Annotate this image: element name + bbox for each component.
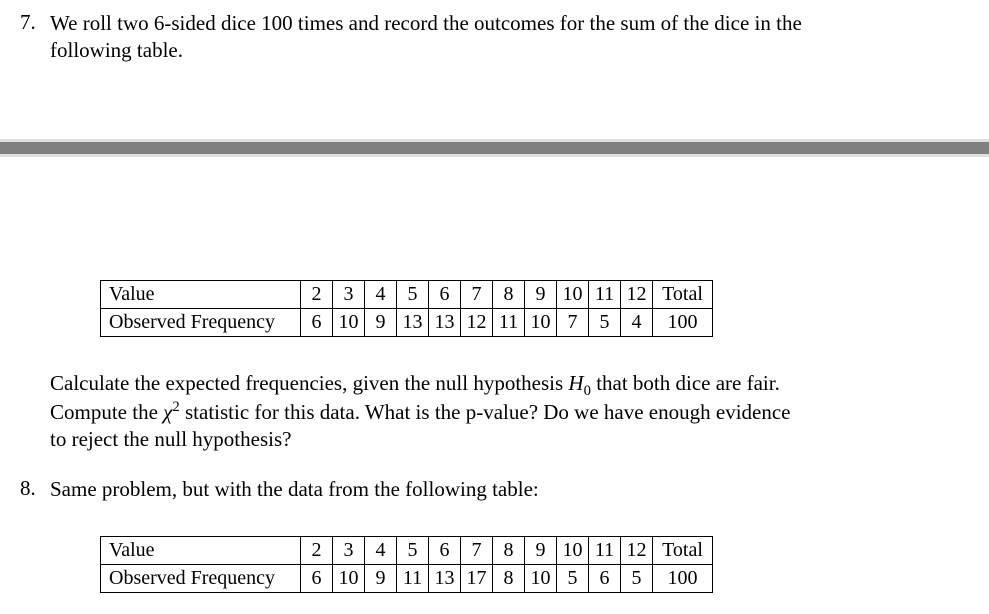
H-sub0: 0	[584, 383, 591, 399]
cell: 3	[333, 537, 365, 565]
cell: 5	[397, 281, 429, 309]
cell: 6	[589, 565, 621, 593]
cell: 8	[493, 565, 525, 593]
table-row: Observed Frequency 6 10 9 13 13 12 11 10…	[101, 309, 713, 337]
cell: 2	[301, 281, 333, 309]
cell: 8	[493, 537, 525, 565]
q8-number: 8.	[20, 476, 36, 501]
cell: 11	[493, 309, 525, 337]
cell: 9	[525, 537, 557, 565]
row-label-obs: Observed Frequency	[101, 565, 301, 593]
cell: 9	[365, 565, 397, 593]
H-symbol: H	[568, 371, 583, 395]
cell: 8	[493, 281, 525, 309]
cell: 7	[461, 537, 493, 565]
table-row: Observed Frequency 6 10 9 11 13 17 8 10 …	[101, 565, 713, 593]
cell: 10	[333, 309, 365, 337]
cell: 10	[525, 565, 557, 593]
cell: 9	[365, 309, 397, 337]
cell: 6	[301, 309, 333, 337]
row-label-value: Value	[101, 537, 301, 565]
cell-total: 100	[653, 565, 713, 593]
mid-line1-d: that both dice are fair.	[591, 371, 780, 395]
band-dark	[0, 142, 989, 154]
cell: 11	[589, 537, 621, 565]
cell: 12	[621, 537, 653, 565]
cell-total: 100	[653, 309, 713, 337]
cell: 11	[397, 565, 429, 593]
table-q7: Value 2 3 4 5 6 7 8 9 10 11 12 Total Obs…	[100, 280, 713, 337]
cell: 12	[621, 281, 653, 309]
q7-line2: following table.	[50, 37, 183, 64]
cell: 7	[557, 309, 589, 337]
row-label-obs: Observed Frequency	[101, 309, 301, 337]
q7-line1: We roll two 6-sided dice 100 times and r…	[50, 10, 970, 37]
table-row: Value 2 3 4 5 6 7 8 9 10 11 12 Total	[101, 537, 713, 565]
q8-text: Same problem, but with the data from the…	[50, 476, 539, 503]
cell: 5	[589, 309, 621, 337]
mid-line2: Compute the χ2 statistic for this data. …	[50, 398, 791, 426]
cell: 6	[429, 281, 461, 309]
page: 7. We roll two 6-sided dice 100 times an…	[0, 0, 989, 614]
cell: 10	[557, 281, 589, 309]
cell: 13	[397, 309, 429, 337]
chi-symbol: χ2	[163, 400, 180, 424]
cell: 17	[461, 565, 493, 593]
row-label-value: Value	[101, 281, 301, 309]
mid-line2-b: statistic for this data. What is the p-v…	[180, 400, 791, 424]
cell: 4	[365, 281, 397, 309]
cell: 6	[301, 565, 333, 593]
cell: 13	[429, 309, 461, 337]
cell: 9	[525, 281, 557, 309]
cell-total: Total	[653, 537, 713, 565]
cell: 3	[333, 281, 365, 309]
cell: 4	[365, 537, 397, 565]
cell: 10	[333, 565, 365, 593]
cell: 10	[525, 309, 557, 337]
cell: 5	[397, 537, 429, 565]
cell-total: Total	[653, 281, 713, 309]
cell: 11	[589, 281, 621, 309]
mid-line1: Calculate the expected frequencies, give…	[50, 370, 780, 401]
table-row: Value 2 3 4 5 6 7 8 9 10 11 12 Total	[101, 281, 713, 309]
mid-line1-a: Calculate the expected frequencies, give…	[50, 371, 568, 395]
mid-line3: to reject the null hypothesis?	[50, 426, 291, 453]
q7-number: 7.	[20, 10, 36, 35]
cell: 4	[621, 309, 653, 337]
cell: 13	[429, 565, 461, 593]
cell: 12	[461, 309, 493, 337]
cell: 7	[461, 281, 493, 309]
cell: 5	[621, 565, 653, 593]
table-q8: Value 2 3 4 5 6 7 8 9 10 11 12 Total Obs…	[100, 536, 713, 593]
cell: 10	[557, 537, 589, 565]
cell: 5	[557, 565, 589, 593]
mid-line2-a: Compute the	[50, 400, 163, 424]
band-light-2	[0, 154, 989, 157]
cell: 6	[429, 537, 461, 565]
chi-exp: 2	[172, 399, 179, 415]
cell: 2	[301, 537, 333, 565]
